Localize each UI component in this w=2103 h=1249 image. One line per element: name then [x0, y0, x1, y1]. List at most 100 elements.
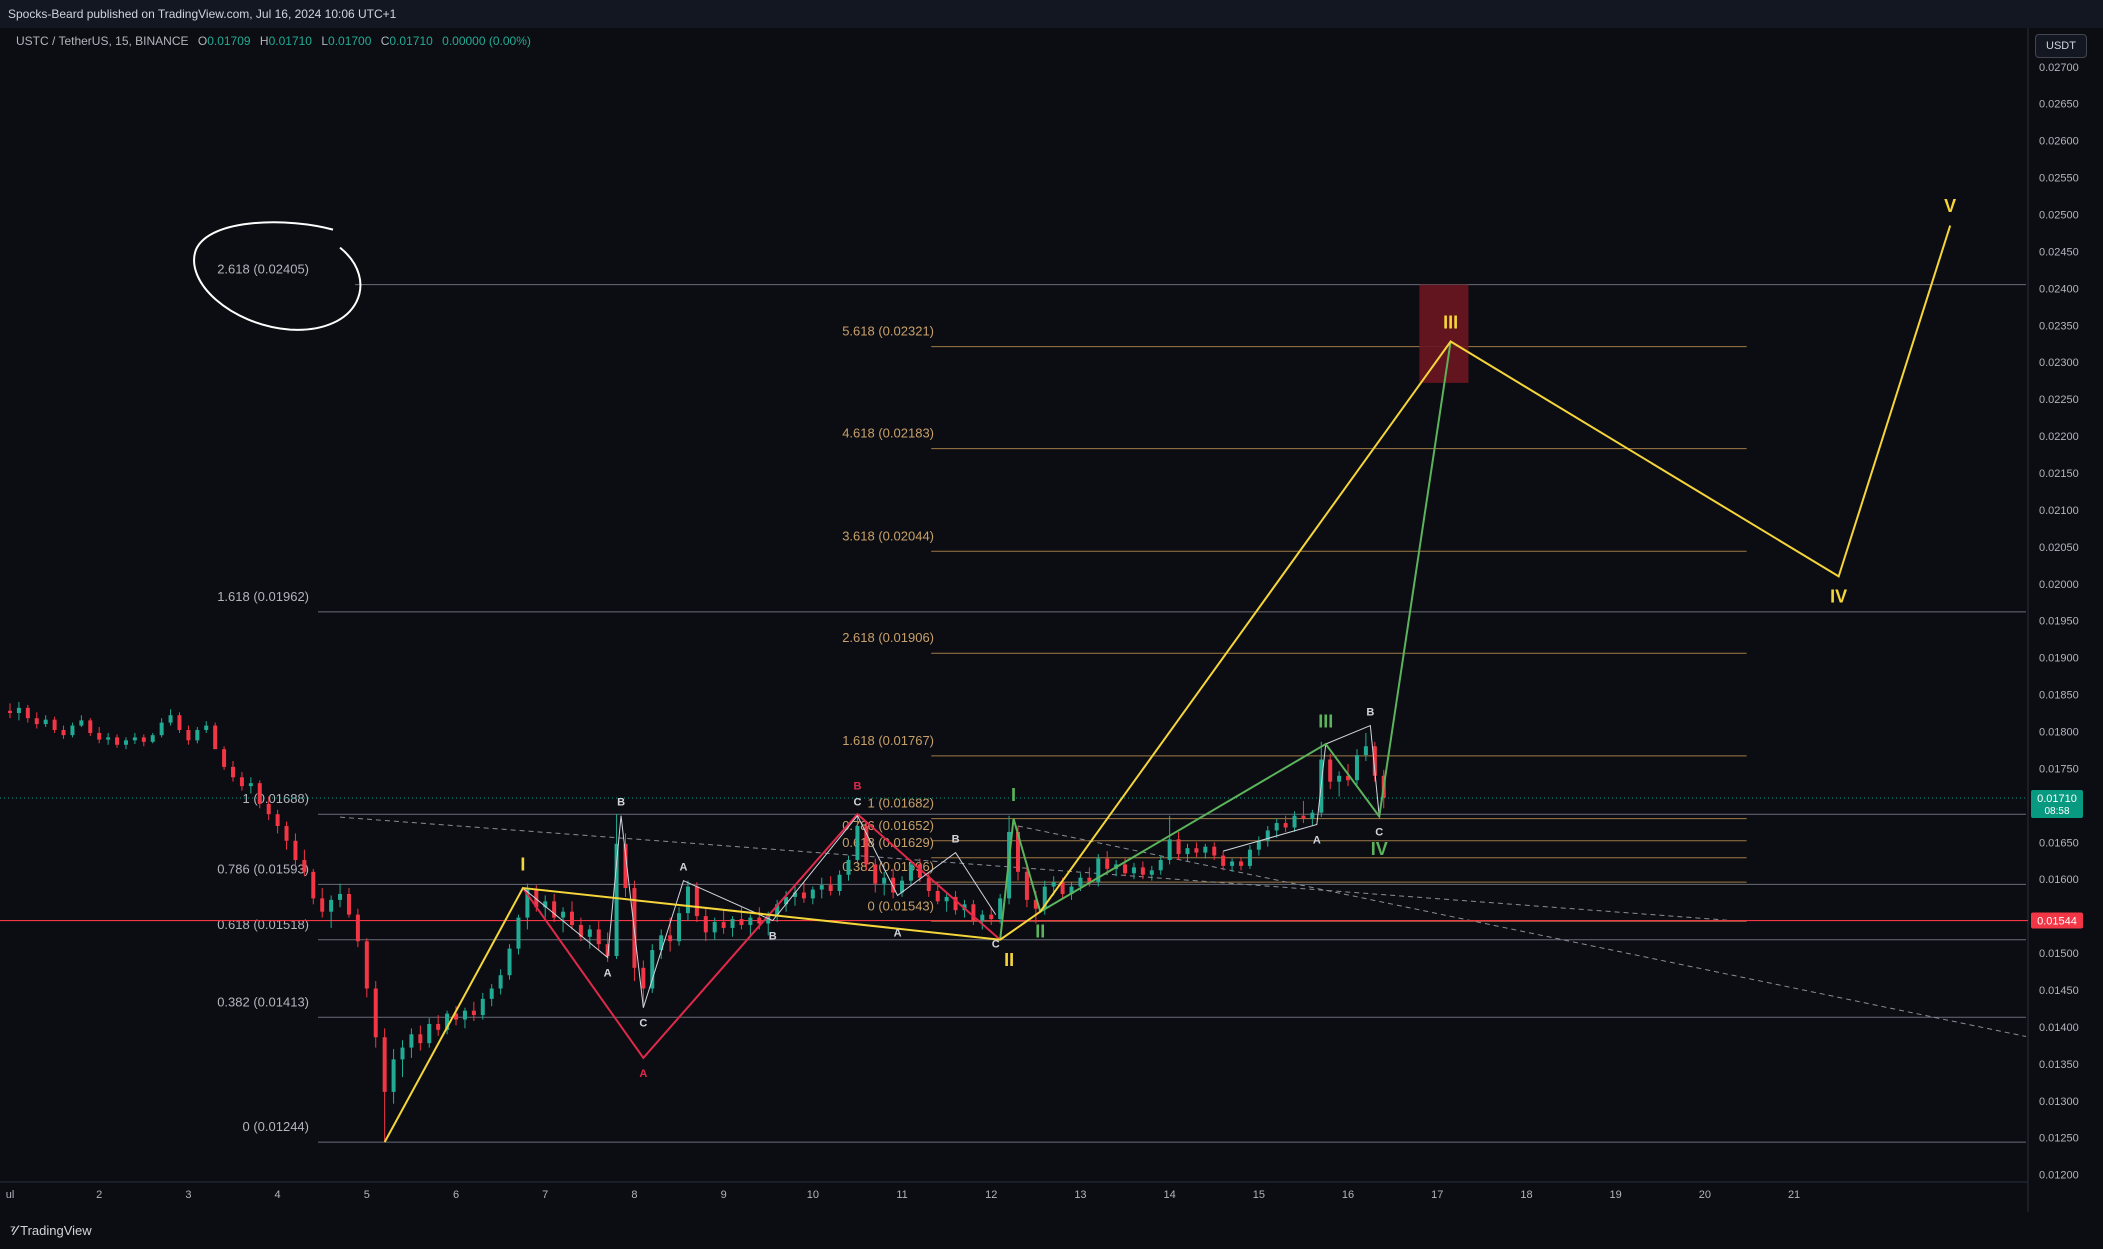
wave-label: B [769, 931, 777, 943]
candle-body [266, 803, 271, 815]
y-tick-label: 0.02700 [2039, 62, 2079, 74]
candle-body [1042, 886, 1047, 909]
x-tick-label: 15 [1253, 1189, 1265, 1201]
candle-body [1176, 839, 1181, 855]
candle-body [855, 826, 860, 860]
candle-body [668, 935, 673, 942]
candle-body [445, 1013, 450, 1030]
current-price-badge-bg [2031, 789, 2083, 818]
candle-body [231, 766, 236, 778]
candle-body [819, 885, 824, 890]
x-tick-label: 14 [1164, 1189, 1176, 1201]
candle-body [1096, 858, 1101, 883]
candle-body [1346, 775, 1351, 781]
symbol-legend: USTC / TetherUS, 15, BINANCE O0.01709 H0… [16, 34, 531, 48]
candle-body [186, 730, 191, 741]
candle-body [248, 783, 253, 787]
currency-button[interactable]: USDT [2035, 34, 2087, 58]
candle-body [605, 944, 610, 956]
candle-body [926, 877, 931, 892]
candle-body [846, 859, 851, 875]
candle-body [355, 914, 360, 942]
candle-body [525, 889, 530, 918]
y-tick-label: 0.01300 [2039, 1096, 2079, 1108]
candle-body [1310, 812, 1315, 819]
wave-label: B [952, 834, 960, 846]
candle-body [1328, 759, 1333, 782]
candle-body [52, 719, 57, 730]
candle-body [1283, 823, 1288, 828]
candle-body [159, 722, 164, 736]
fib-right-level-label: 1 (0.01682) [868, 796, 935, 811]
fib-right-level-label: 2.618 (0.01906) [842, 630, 934, 645]
red-line-price-badge-bg [2031, 912, 2083, 929]
wave-label: II [1004, 950, 1014, 970]
dashed-trendline [1017, 825, 2027, 1037]
candle-body [730, 919, 735, 928]
y-tick-label: 0.01800 [2039, 726, 2079, 738]
x-tick-label: 3 [185, 1189, 191, 1201]
tradingview-logo: ⁷⁄ TradingView [10, 1222, 92, 1238]
candle-body [338, 893, 343, 900]
candle-body [25, 707, 30, 719]
candle-body [1265, 830, 1270, 841]
candle-body [239, 777, 244, 787]
candle-body [1016, 831, 1020, 872]
candle-body [364, 941, 369, 989]
candle-body [989, 914, 994, 920]
green-wave-path [999, 341, 1452, 940]
y-tick-label: 0.01450 [2039, 985, 2079, 997]
candle-body [471, 1010, 476, 1016]
wave-label: B [1366, 707, 1374, 719]
candle-body [971, 904, 976, 921]
candle-body [132, 737, 137, 741]
candle-body [810, 889, 815, 899]
wave-label: C [992, 939, 1000, 951]
candle-body [222, 749, 227, 767]
y-tick-label: 0.01950 [2039, 616, 2079, 628]
x-tick-label: 17 [1431, 1189, 1443, 1201]
candle-body [908, 864, 913, 881]
dashed-trendline [340, 816, 1732, 922]
candle-body [828, 885, 833, 892]
candle-body [1060, 882, 1065, 894]
candle-body [284, 826, 289, 841]
y-tick-label: 0.01400 [2039, 1022, 2079, 1034]
candle-body [302, 859, 307, 872]
candle-body [1337, 775, 1342, 782]
candle-body [659, 935, 664, 951]
y-tick-label: 0.02100 [2039, 505, 2079, 517]
candle-body [427, 1023, 432, 1044]
candle-body [703, 916, 708, 933]
candle-body [1239, 861, 1244, 866]
change-value: 0.00000 (0.00%) [442, 34, 531, 48]
fib-left-level-label: 1.618 (0.01962) [217, 589, 309, 604]
candle-body [998, 898, 1003, 920]
high-label: H [259, 34, 269, 48]
candle-body [489, 988, 494, 999]
candle-body [1247, 849, 1252, 866]
candle-body [1140, 867, 1145, 875]
candle-body [168, 715, 173, 723]
candle-body [1203, 846, 1208, 853]
candle-body [346, 893, 351, 915]
y-tick-label: 0.02150 [2039, 468, 2079, 480]
candle-body [1292, 815, 1297, 828]
candle-body [436, 1023, 441, 1030]
y-tick-label: 0.01850 [2039, 690, 2079, 702]
y-tick-label: 0.01250 [2039, 1133, 2079, 1145]
candle-body [650, 950, 655, 989]
wave-label: I [520, 855, 525, 875]
candle-body [748, 917, 753, 925]
candle-body [543, 901, 548, 908]
x-tick-label: 11 [896, 1189, 907, 1201]
publisher-info: Spocks-Beard published on TradingView.co… [8, 7, 397, 21]
wave-label: A [639, 1068, 647, 1080]
wave-label: C [853, 797, 861, 809]
x-tick-label: ul [6, 1189, 15, 1201]
candle-body [462, 1010, 467, 1020]
candle-body [561, 911, 566, 918]
candle-body [739, 919, 744, 925]
candle-body [552, 901, 557, 918]
